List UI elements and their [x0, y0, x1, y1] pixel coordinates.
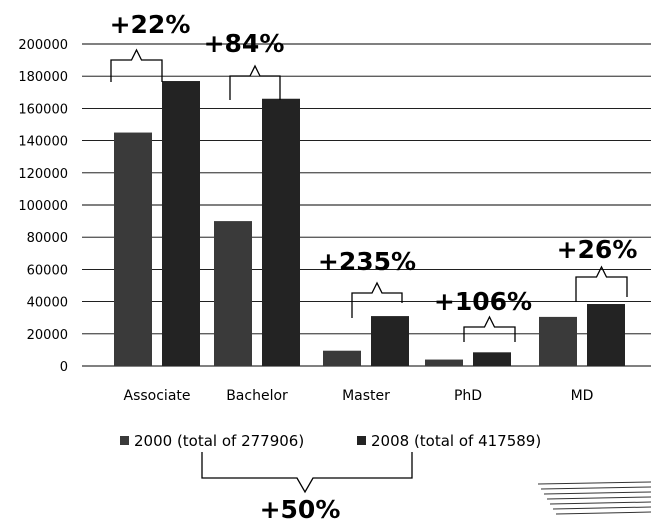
y-tick-label: 180000	[18, 70, 68, 85]
growth-bracket	[351, 281, 403, 318]
bar-md-series-1	[587, 304, 625, 366]
growth-bracket	[229, 64, 281, 100]
bar-bachelor-series-0	[214, 221, 252, 366]
bar-associate-series-0	[114, 132, 152, 366]
category-label: Bachelor	[226, 388, 288, 404]
category-label: Associate	[124, 388, 191, 404]
total-change-annotation: +50%	[201, 452, 413, 523]
growth-annotations: +22% +84% +235% +106% +26%	[110, 10, 638, 342]
y-tick-label: 60000	[27, 263, 68, 278]
bar-phd-series-1	[473, 352, 511, 366]
corner-decoration	[537, 481, 651, 515]
y-axis-tick-labels: 0 20000 40000 60000 80000 100000 120000 140000 1…	[18, 38, 68, 375]
category-label: MD	[571, 388, 594, 404]
y-tick-label: 200000	[18, 38, 68, 53]
legend-label: 2000 (total of 277906)	[134, 432, 304, 450]
hatch-line	[552, 506, 651, 510]
hatch-line	[537, 481, 651, 485]
legend-label: 2008 (total of 417589)	[371, 432, 541, 450]
y-tick-label: 120000	[18, 167, 68, 182]
total-change-label: +50%	[260, 495, 341, 523]
bar-phd-series-0	[425, 359, 463, 366]
growth-label: +26%	[557, 235, 638, 264]
category-label: Master	[342, 388, 390, 404]
growth-label: +22%	[110, 10, 191, 39]
hatch-line	[543, 491, 651, 495]
y-tick-label: 140000	[18, 135, 68, 150]
bar-md-series-0	[539, 316, 577, 366]
category-label: PhD	[454, 388, 482, 404]
legend-swatch	[120, 436, 129, 445]
y-tick-label: 160000	[18, 102, 68, 117]
growth-bracket	[463, 315, 516, 342]
hatch-line	[540, 486, 651, 490]
growth-label: +84%	[204, 29, 285, 58]
hatch-line	[546, 496, 651, 500]
legend: 2000 (total of 277906) 2008 (total of 417…	[120, 432, 541, 450]
total-change-bracket	[201, 452, 413, 494]
growth-bracket	[110, 48, 163, 82]
bar-master-series-1	[371, 316, 409, 366]
y-tick-label: 40000	[27, 296, 68, 311]
legend-swatch	[357, 436, 366, 445]
y-tick-label: 20000	[27, 328, 68, 343]
bar-master-series-0	[323, 350, 361, 366]
y-tick-label: 100000	[18, 199, 68, 214]
growth-label: +235%	[318, 247, 416, 276]
hatch-line	[555, 511, 651, 515]
category-labels: Associate Bachelor Master PhD MD	[124, 388, 594, 404]
growth-label: +106%	[434, 287, 532, 316]
bar-bachelor-series-1	[262, 98, 300, 367]
y-tick-label: 80000	[27, 231, 68, 246]
growth-bracket	[575, 265, 628, 302]
y-tick-label: 0	[60, 360, 68, 375]
bar-associate-series-1	[162, 81, 200, 366]
hatch-line	[549, 501, 651, 505]
bars	[114, 81, 625, 367]
